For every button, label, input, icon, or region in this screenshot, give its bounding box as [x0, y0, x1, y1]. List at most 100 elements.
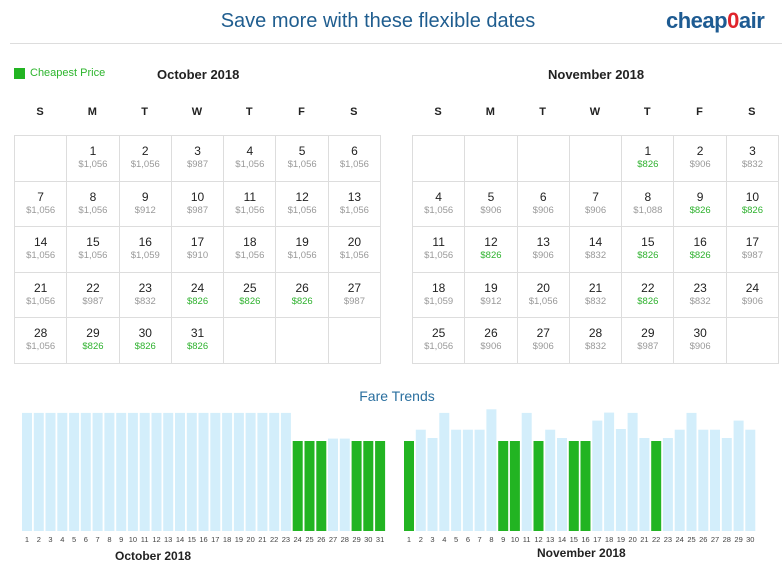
fare-bar[interactable]: [698, 429, 709, 531]
day-cell[interactable]: 3 $987: [171, 136, 225, 182]
fare-bar[interactable]: [533, 441, 544, 531]
fare-bar[interactable]: [651, 441, 662, 531]
day-cell[interactable]: 16 $1,059: [119, 227, 172, 273]
day-cell[interactable]: 28 $1,056: [15, 318, 68, 364]
fare-bar[interactable]: [69, 412, 80, 531]
day-cell[interactable]: 6 $1,056: [328, 136, 382, 182]
fare-bar[interactable]: [375, 441, 386, 531]
day-cell[interactable]: 8 $1,056: [67, 181, 120, 228]
day-cell[interactable]: 17 $910: [171, 227, 225, 273]
day-cell[interactable]: 21 $832: [569, 272, 623, 319]
fare-bar[interactable]: [316, 441, 327, 531]
day-cell[interactable]: 23 $832: [119, 272, 172, 319]
day-cell[interactable]: 24 $826: [171, 272, 225, 319]
fare-bar[interactable]: [57, 412, 68, 531]
day-cell[interactable]: 8 $1,088: [622, 181, 675, 228]
day-cell[interactable]: 31 $826: [171, 318, 225, 364]
day-cell[interactable]: 7 $1,056: [15, 181, 68, 228]
day-cell[interactable]: 13 $1,056: [328, 181, 382, 228]
day-cell[interactable]: 26 $906: [465, 318, 518, 364]
fare-bar[interactable]: [474, 429, 485, 531]
day-cell[interactable]: 29 $826: [67, 318, 120, 364]
fare-bar[interactable]: [163, 412, 174, 531]
day-cell[interactable]: 23 $832: [674, 272, 727, 319]
fare-bar[interactable]: [498, 441, 509, 531]
day-cell[interactable]: 11 $1,056: [224, 181, 277, 228]
day-cell[interactable]: 13 $906: [517, 227, 570, 273]
fare-bar[interactable]: [509, 441, 520, 531]
fare-bar[interactable]: [639, 438, 650, 531]
fare-bar[interactable]: [580, 441, 591, 531]
day-cell[interactable]: 18 $1,059: [413, 272, 466, 319]
fare-bar[interactable]: [233, 412, 244, 531]
day-cell[interactable]: 4 $1,056: [224, 136, 277, 182]
fare-bar[interactable]: [328, 438, 338, 531]
day-cell[interactable]: 24 $906: [726, 272, 780, 319]
day-cell[interactable]: 30 $826: [119, 318, 172, 364]
fare-bar[interactable]: [222, 412, 233, 531]
fare-bar[interactable]: [451, 429, 462, 531]
fare-bar[interactable]: [175, 412, 185, 531]
day-cell[interactable]: 9 $912: [119, 181, 172, 228]
day-cell[interactable]: 18 $1,056: [224, 227, 277, 273]
fare-bar[interactable]: [92, 412, 103, 531]
day-cell[interactable]: 1 $1,056: [67, 136, 120, 182]
fare-bar[interactable]: [627, 412, 638, 531]
fare-bar[interactable]: [22, 412, 32, 531]
fare-bar[interactable]: [151, 412, 162, 531]
fare-bar[interactable]: [486, 409, 497, 531]
day-cell[interactable]: 27 $987: [328, 272, 382, 319]
day-cell[interactable]: 10 $987: [171, 181, 225, 228]
fare-bar[interactable]: [139, 412, 150, 531]
day-cell[interactable]: 16 $826: [674, 227, 727, 273]
day-cell[interactable]: 6 $906: [517, 181, 570, 228]
day-cell[interactable]: 28 $832: [569, 318, 623, 364]
fare-bar[interactable]: [615, 429, 626, 531]
day-cell[interactable]: 7 $906: [569, 181, 623, 228]
fare-bar[interactable]: [662, 438, 673, 531]
fare-bar[interactable]: [415, 429, 426, 531]
day-cell[interactable]: 10 $826: [726, 181, 780, 228]
day-cell[interactable]: 3 $832: [726, 136, 780, 182]
day-cell[interactable]: 5 $1,056: [276, 136, 329, 182]
day-cell[interactable]: 15 $826: [622, 227, 675, 273]
fare-bar[interactable]: [557, 438, 567, 531]
day-cell[interactable]: 2 $906: [674, 136, 727, 182]
fare-bar[interactable]: [462, 429, 473, 531]
day-cell[interactable]: 1 $826: [622, 136, 675, 182]
day-cell[interactable]: 15 $1,056: [67, 227, 120, 273]
fare-bar[interactable]: [292, 441, 303, 531]
day-cell[interactable]: 22 $987: [67, 272, 120, 319]
fare-bar[interactable]: [363, 441, 374, 531]
day-cell[interactable]: 12 $826: [465, 227, 518, 273]
fare-bar[interactable]: [674, 429, 685, 531]
fare-bar[interactable]: [116, 412, 127, 531]
day-cell[interactable]: 29 $987: [622, 318, 675, 364]
day-cell[interactable]: 26 $826: [276, 272, 329, 319]
fare-bar[interactable]: [427, 438, 438, 531]
fare-bar[interactable]: [710, 429, 720, 531]
day-cell[interactable]: 11 $1,056: [413, 227, 466, 273]
day-cell[interactable]: 19 $1,056: [276, 227, 329, 273]
day-cell[interactable]: 25 $826: [224, 272, 277, 319]
fare-bar[interactable]: [33, 412, 44, 531]
day-cell[interactable]: 20 $1,056: [517, 272, 570, 319]
fare-bar[interactable]: [545, 429, 556, 531]
cheapoair-logo[interactable]: cheap0air: [666, 8, 765, 33]
day-cell[interactable]: 2 $1,056: [119, 136, 172, 182]
fare-bar[interactable]: [404, 441, 414, 531]
fare-bar[interactable]: [592, 420, 603, 531]
fare-bar[interactable]: [604, 412, 615, 531]
day-cell[interactable]: 9 $826: [674, 181, 727, 228]
day-cell[interactable]: 4 $1,056: [413, 181, 466, 228]
fare-bar[interactable]: [104, 412, 115, 531]
fare-bar[interactable]: [304, 441, 315, 531]
fare-bar[interactable]: [521, 412, 532, 531]
day-cell[interactable]: 12 $1,056: [276, 181, 329, 228]
fare-bar[interactable]: [280, 412, 291, 531]
day-cell[interactable]: 14 $832: [569, 227, 623, 273]
fare-bar[interactable]: [257, 412, 268, 531]
day-cell[interactable]: 25 $1,056: [413, 318, 466, 364]
fare-bar[interactable]: [245, 412, 256, 531]
fare-bar[interactable]: [733, 420, 744, 531]
